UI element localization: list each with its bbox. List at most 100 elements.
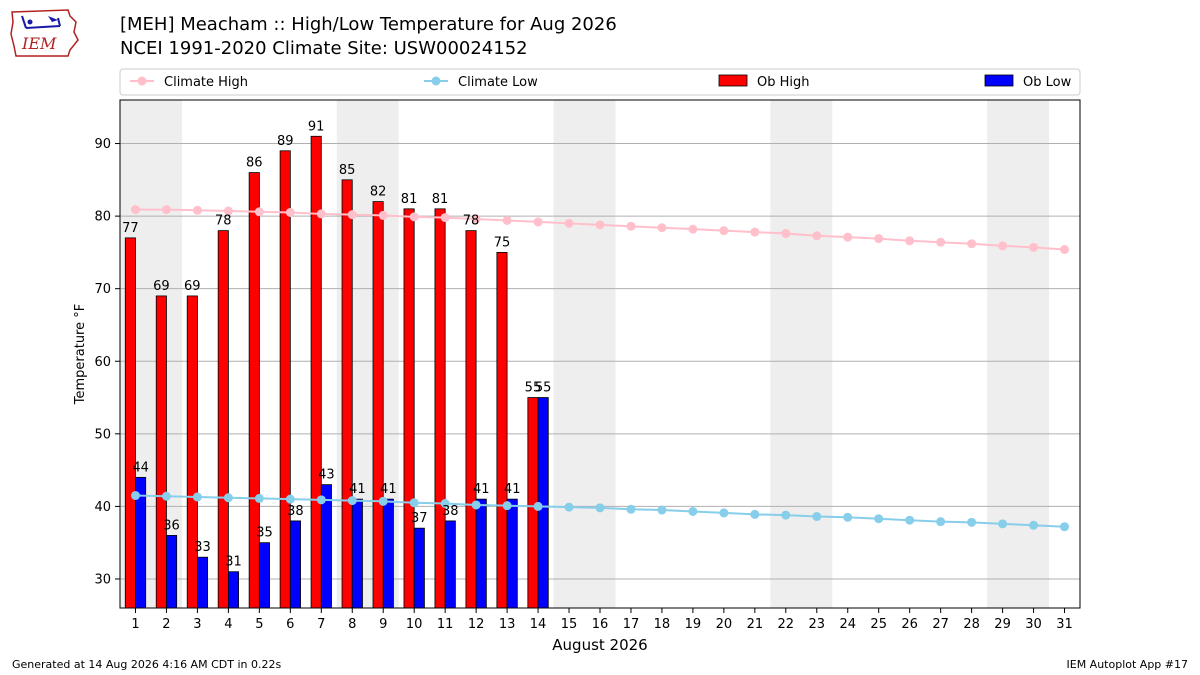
ob-high-label-7: 91 (308, 119, 325, 134)
legend-climate-high-label: Climate High (164, 75, 248, 90)
climate-low-point-27 (936, 517, 946, 527)
x-tick-label-28: 28 (963, 617, 980, 632)
ob-low-bar-11 (444, 520, 456, 609)
climate-high-point-18 (657, 223, 667, 233)
iowa-map-logo-icon (10, 9, 79, 57)
ob-high-label-5: 86 (246, 156, 263, 171)
data-labels: 77 69 69 78 86 89 91 85 82 81 81 78 75 55 44 36 33 31 35 38… (122, 119, 551, 569)
climate-low-point-12 (471, 500, 481, 510)
climate-high-point-13 (502, 215, 512, 225)
climate-high-point-22 (781, 229, 791, 239)
ob-low-label-9: 41 (380, 482, 397, 497)
x-tick-label-30: 30 (1025, 617, 1042, 632)
x-tick-label-8: 8 (348, 617, 356, 632)
x-axis-label: August 2026 (552, 636, 647, 654)
ob-low-label-13: 41 (504, 482, 521, 497)
legend-climate-low-swatch-marker (431, 76, 441, 86)
x-tick-label-12: 12 (468, 617, 485, 632)
climate-low-point-1 (130, 491, 140, 501)
climate-high-point-21 (750, 227, 760, 237)
climate-high-point-17 (626, 221, 636, 231)
ob-low-bar-2 (166, 535, 178, 609)
climate-low-point-11 (440, 498, 450, 508)
climate-high-point-30 (1029, 242, 1039, 252)
ob-high-label-2: 69 (153, 279, 170, 294)
legend-ob-low-label: Ob Low (1023, 75, 1072, 90)
bar-series (124, 135, 549, 609)
generated-note: Generated at 14 Aug 2026 4:16 AM CDT in … (12, 658, 282, 671)
ob-high-bar-11 (434, 208, 446, 609)
chart-title: [MEH] Meacham :: High/Low Temperature fo… (120, 13, 617, 61)
climate-low-point-8 (347, 496, 357, 506)
ob-high-label-4: 78 (215, 214, 232, 229)
climate-low-point-28 (967, 517, 977, 527)
x-tick-label-15: 15 (561, 617, 578, 632)
ob-low-label-10: 37 (411, 511, 428, 526)
climate-high-point-28 (967, 239, 977, 249)
ob-high-bar-8 (341, 179, 353, 609)
ob-high-label-1: 77 (122, 221, 139, 236)
climate-high-point-4 (223, 206, 233, 216)
ob-low-label-2: 36 (163, 518, 180, 533)
ob-high-label-9: 82 (370, 185, 387, 200)
climate-low-point-14 (533, 501, 543, 511)
climate-low-point-24 (843, 512, 853, 522)
legend: Climate High Climate Low Ob High Ob Low (119, 68, 1081, 96)
ob-low-bar-4 (227, 571, 240, 609)
ob-high-label-8: 85 (339, 163, 356, 178)
y-tick-label-50: 50 (94, 427, 111, 442)
ob-low-label-11: 38 (442, 504, 459, 519)
x-tick-label-3: 3 (193, 617, 201, 632)
y-tick-label-70: 70 (94, 282, 111, 297)
ob-high-bar-2 (155, 295, 167, 609)
app-note: IEM Autoplot App #17 (1066, 658, 1189, 671)
x-tick-label-23: 23 (809, 617, 826, 632)
ob-low-label-12: 41 (473, 482, 490, 497)
ob-high-bar-6 (279, 150, 291, 609)
x-tick-label-4: 4 (224, 617, 232, 632)
climate-low-point-2 (161, 491, 171, 501)
ob-low-label-1: 44 (132, 460, 149, 475)
ob-high-label-13: 75 (494, 235, 511, 250)
x-tick-label-17: 17 (623, 617, 640, 632)
y-axis-label: Temperature °F (73, 304, 88, 405)
ob-low-label-7: 43 (318, 468, 335, 483)
climate-low-point-10 (409, 498, 419, 508)
climate-high-point-27 (936, 237, 946, 247)
weekend-band-4 (770, 100, 833, 608)
ob-high-bar-12 (465, 230, 477, 609)
iem-logo: IEM (8, 6, 80, 58)
ob-high-bar-5 (248, 172, 260, 609)
climate-low-point-16 (595, 503, 605, 513)
climate-low-point-6 (285, 494, 295, 504)
climate-high-point-29 (998, 241, 1008, 251)
x-tick-label-22: 22 (778, 617, 795, 632)
ob-high-label-10: 81 (401, 192, 418, 207)
climate-low-point-15 (564, 502, 574, 512)
ob-high-label-6: 89 (277, 134, 294, 149)
ob-low-bar-13 (506, 498, 518, 609)
ob-low-label-6: 38 (287, 504, 304, 519)
ob-high-bar-9 (372, 201, 384, 609)
climate-low-point-4 (223, 493, 233, 503)
ob-low-bar-12 (475, 498, 487, 609)
x-tick-label-25: 25 (870, 617, 887, 632)
ob-low-bar-10 (413, 527, 425, 609)
climate-low-point-22 (781, 510, 791, 520)
climate-high-point-24 (843, 232, 853, 242)
climate-low-point-9 (378, 496, 388, 506)
climate-high-point-8 (347, 210, 357, 220)
climate-low-point-21 (750, 509, 760, 519)
x-tick-label-13: 13 (499, 617, 516, 632)
ob-low-bar-9 (382, 498, 394, 609)
ob-low-bar-6 (289, 520, 301, 609)
ob-high-bar-7 (310, 135, 322, 609)
x-tick-label-27: 27 (932, 617, 949, 632)
climate-high-point-3 (192, 205, 202, 215)
x-tick-label-9: 9 (379, 617, 387, 632)
x-tick-label-21: 21 (747, 617, 764, 632)
climate-high-point-12 (471, 214, 481, 224)
x-tick-label-1: 1 (131, 617, 139, 632)
